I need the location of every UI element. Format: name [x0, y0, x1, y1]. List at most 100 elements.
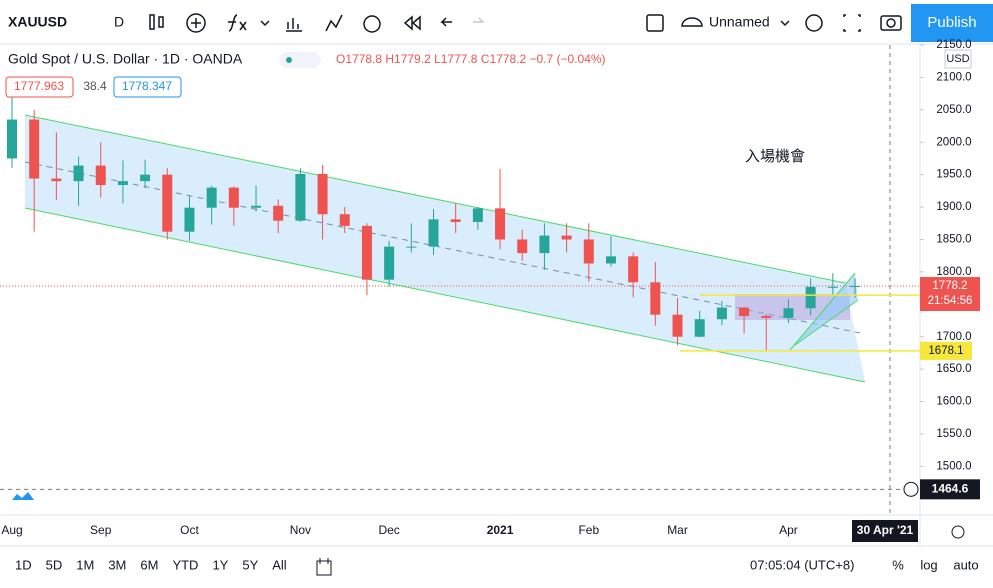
bid-box [5, 76, 74, 98]
candle-body [561, 235, 572, 240]
layout-name[interactable]: Unnamed [709, 14, 770, 30]
icon-redo[interactable] [473, 17, 485, 23]
candle-body [450, 219, 461, 222]
candle-body [783, 308, 794, 318]
candle-body [428, 219, 439, 247]
icon-fullscreen[interactable] [843, 14, 861, 32]
candle-body [140, 174, 151, 182]
crosshair-add[interactable] [903, 481, 919, 497]
countdown: 21:54:56 [928, 295, 973, 307]
x-tick-label: 2021 [487, 523, 514, 537]
icon-dropdown[interactable] [260, 20, 270, 27]
range-button[interactable]: 3M [108, 557, 126, 572]
up-channel [790, 273, 858, 350]
candle-body [339, 214, 350, 226]
candle-body [273, 205, 284, 221]
y-tick-label: 1600.0 [936, 396, 971, 408]
range-button[interactable]: 1Y [212, 557, 228, 572]
x-tick-label: Aug [1, 523, 22, 537]
y-tick-label: 2150.0 [936, 39, 971, 51]
icon-cloud[interactable] [681, 17, 703, 27]
range-button[interactable]: 5Y [242, 557, 258, 572]
y-tick-label: 2100.0 [936, 71, 971, 83]
candle-body [117, 181, 128, 186]
x-tick-label: Feb [578, 523, 599, 537]
range-button[interactable]: 5D [46, 557, 63, 572]
candle-body [251, 205, 262, 208]
candle-body [495, 208, 506, 240]
x-tick-label: Mar [667, 523, 688, 537]
icon-goto-date[interactable] [316, 558, 332, 576]
icon-compare[interactable] [325, 14, 343, 32]
range-buttons: 1D 5D 1M 3M 6M YTD 1Y 5Y All [15, 557, 287, 572]
candle-body [583, 239, 594, 264]
icon-settings[interactable] [805, 14, 823, 32]
x-tick-label: Nov [290, 523, 311, 537]
candle-body [628, 256, 639, 283]
x-tick-label: Apr [779, 523, 798, 537]
icon-replay[interactable] [403, 15, 421, 31]
channel-lower [24, 207, 866, 383]
logo [12, 492, 34, 500]
icon-dropdown[interactable] [780, 20, 790, 27]
interval[interactable]: D [114, 14, 124, 30]
icon-bars[interactable] [286, 18, 302, 32]
candle-body [7, 119, 17, 159]
status-pill [279, 52, 321, 68]
icon-add[interactable] [186, 13, 206, 33]
icon-candles[interactable] [158, 16, 164, 28]
candle-body [517, 239, 528, 254]
icon-camera[interactable] [880, 15, 902, 31]
candle-body [384, 246, 395, 280]
ask: 1778.347 [122, 79, 172, 93]
range-button[interactable]: 1M [76, 557, 94, 572]
date-label-box [852, 520, 918, 542]
candle-body [716, 307, 727, 320]
toolbar-icons [149, 13, 902, 33]
icon-alert[interactable] [363, 15, 381, 33]
range-button[interactable]: 1D [15, 557, 32, 572]
range-button[interactable]: All [272, 557, 287, 572]
candle-body [406, 246, 417, 248]
icon-axis-settings[interactable] [951, 525, 965, 539]
bid: 1777.963 [14, 79, 64, 93]
log-toggle[interactable]: log [920, 557, 937, 572]
icon-undo[interactable] [440, 17, 452, 27]
toolbar [0, 0, 993, 44]
currency: USD [946, 53, 969, 65]
up-channel-line [789, 272, 856, 351]
y-tick-label: 1800.0 [936, 266, 971, 278]
range-button[interactable]: YTD [172, 557, 198, 572]
auto-toggle[interactable]: auto [953, 557, 978, 572]
publish-button[interactable] [911, 4, 993, 42]
currency-box [944, 49, 972, 69]
candle-body [539, 235, 550, 254]
percent-toggle[interactable]: % [892, 557, 904, 572]
candle-body [605, 256, 616, 264]
y-tick-label: 1850.0 [936, 234, 971, 246]
publish-label[interactable]: Publish [927, 14, 976, 31]
y-tick-label: 1550.0 [936, 428, 971, 440]
icon-indicator[interactable] [228, 14, 247, 32]
clock: 07:05:04 (UTC+8) [750, 557, 854, 572]
candle-body [672, 314, 683, 337]
candle-body [805, 286, 816, 309]
y-tick-label: 2000.0 [936, 136, 971, 148]
candle-body [650, 282, 661, 315]
legend-title: Gold Spot / U.S. Dollar · 1D · OANDA [8, 51, 243, 67]
y-tick-label: 1950.0 [936, 169, 971, 181]
candle-body [73, 165, 84, 182]
last-price-box [920, 277, 980, 312]
range-button[interactable]: 6M [140, 557, 158, 572]
icon-select[interactable] [646, 14, 664, 32]
up-channel-line [794, 299, 859, 346]
candle-body [29, 119, 40, 179]
candle-body [206, 187, 217, 208]
icon-candles[interactable] [149, 14, 155, 30]
candle-body [317, 174, 328, 215]
symbol[interactable]: XAUUSD [8, 14, 67, 30]
candle-body [694, 319, 705, 337]
channel-upper [24, 114, 846, 284]
legend-ohlc: O1778.8 H1779.2 L1777.8 C1778.2 −0.7 (−0… [336, 52, 606, 66]
